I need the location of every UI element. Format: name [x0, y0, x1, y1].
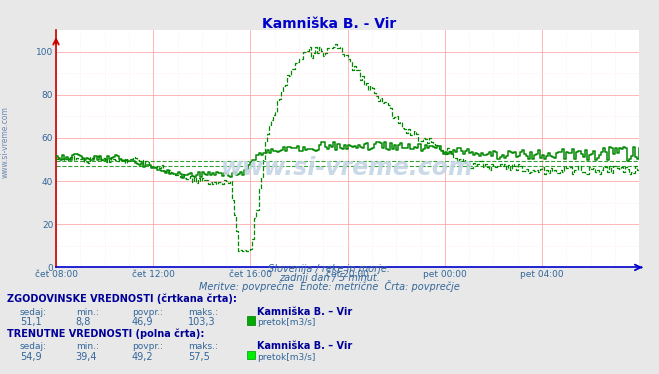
- Text: maks.:: maks.:: [188, 342, 217, 351]
- Text: sedaj:: sedaj:: [20, 342, 47, 351]
- Text: pretok[m3/s]: pretok[m3/s]: [257, 318, 316, 327]
- Text: 46,9: 46,9: [132, 318, 154, 327]
- Text: pretok[m3/s]: pretok[m3/s]: [257, 353, 316, 362]
- Text: www.si-vreme.com: www.si-vreme.com: [221, 156, 474, 180]
- Text: 39,4: 39,4: [76, 352, 98, 362]
- Text: maks.:: maks.:: [188, 308, 217, 317]
- Text: min.:: min.:: [76, 342, 99, 351]
- Text: zadnji dan / 5 minut.: zadnji dan / 5 minut.: [279, 273, 380, 283]
- Text: 54,9: 54,9: [20, 352, 42, 362]
- Text: min.:: min.:: [76, 308, 99, 317]
- Text: 8,8: 8,8: [76, 318, 91, 327]
- Text: ZGODOVINSKE VREDNOSTI (črtkana črta):: ZGODOVINSKE VREDNOSTI (črtkana črta):: [7, 294, 237, 304]
- Text: povpr.:: povpr.:: [132, 308, 163, 317]
- Text: Meritve: povprečne  Enote: metrične  Črta: povprečje: Meritve: povprečne Enote: metrične Črta:…: [199, 280, 460, 292]
- Text: 103,3: 103,3: [188, 318, 215, 327]
- Text: 49,2: 49,2: [132, 352, 154, 362]
- Text: Slovenija / reke in morje.: Slovenija / reke in morje.: [268, 264, 391, 274]
- Text: povpr.:: povpr.:: [132, 342, 163, 351]
- Text: TRENUTNE VREDNOSTI (polna črta):: TRENUTNE VREDNOSTI (polna črta):: [7, 328, 204, 338]
- Text: Kamniška B. - Vir: Kamniška B. - Vir: [262, 17, 397, 31]
- Text: Kamniška B. – Vir: Kamniška B. – Vir: [257, 307, 353, 317]
- Text: 51,1: 51,1: [20, 318, 42, 327]
- Text: Kamniška B. – Vir: Kamniška B. – Vir: [257, 341, 353, 351]
- Text: 57,5: 57,5: [188, 352, 210, 362]
- Text: sedaj:: sedaj:: [20, 308, 47, 317]
- Text: www.si-vreme.com: www.si-vreme.com: [1, 106, 10, 178]
